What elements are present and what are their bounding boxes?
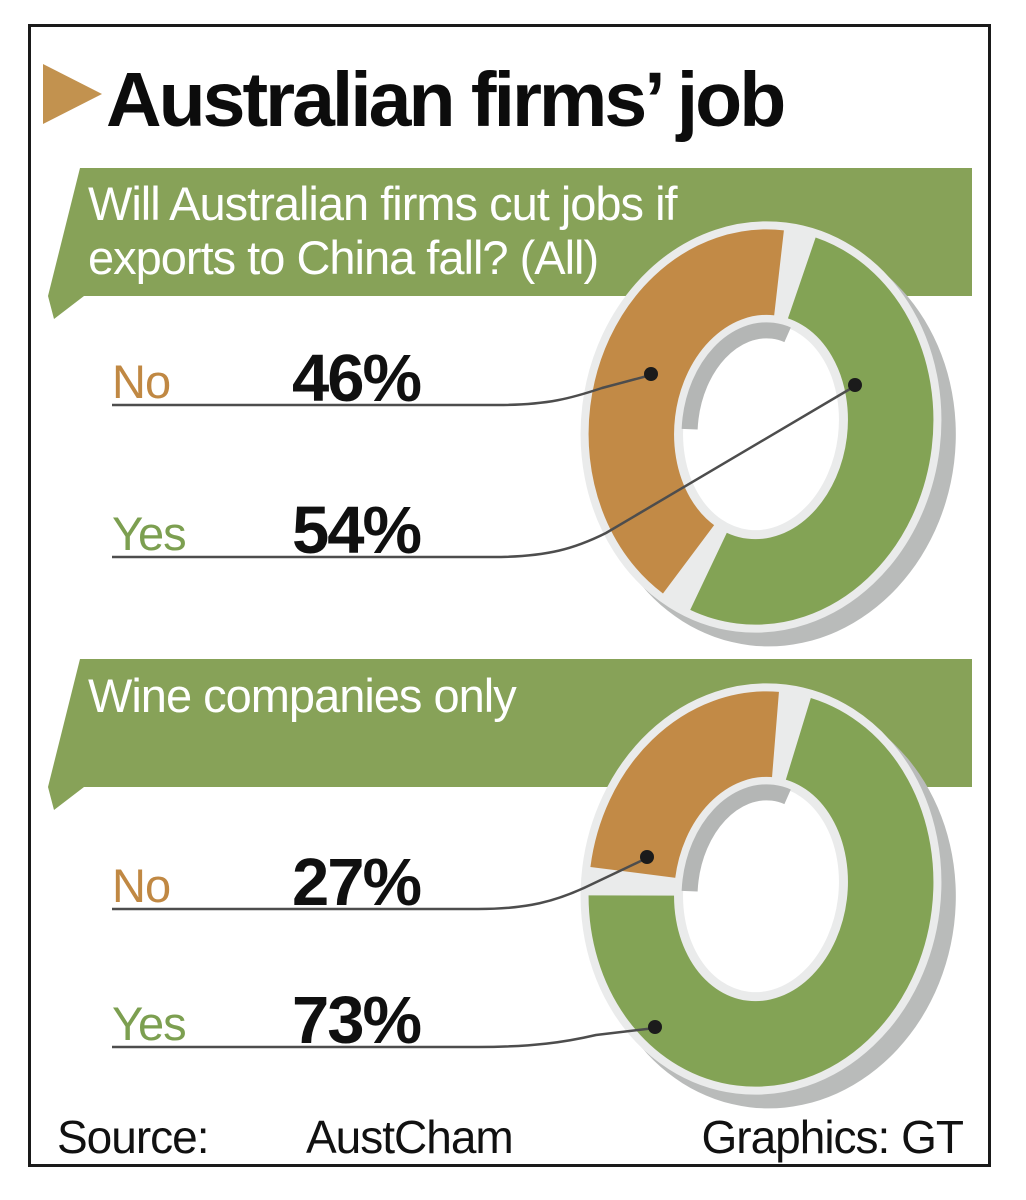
chart2-no-value: 27% bbox=[292, 845, 422, 920]
chart1-no-label: No bbox=[112, 355, 171, 408]
donut-segment-no bbox=[588, 229, 934, 625]
donut-chart-wine bbox=[580, 683, 956, 1109]
source-label: Source: bbox=[57, 1111, 210, 1163]
donut-hole bbox=[680, 783, 842, 995]
graphics-credit: Graphics: GT bbox=[701, 1111, 964, 1163]
leader-line-wine-no bbox=[112, 856, 648, 911]
leader-line-wine-yes bbox=[112, 1026, 656, 1049]
donut-inner-wall bbox=[681, 322, 841, 532]
donut-hole-rim bbox=[674, 314, 848, 540]
chart1-yes-value: 54% bbox=[292, 493, 422, 568]
leader-dot-all-no bbox=[644, 367, 658, 381]
donut-inner-wall bbox=[681, 784, 841, 994]
chart1-yes-label: Yes bbox=[112, 507, 187, 560]
donut-hole-rim bbox=[674, 776, 848, 1002]
donut-chart-all bbox=[580, 221, 956, 647]
donut-segment-yes bbox=[588, 691, 934, 1087]
title-marker-triangle-icon bbox=[43, 64, 102, 124]
leader-dot-wine-yes bbox=[648, 1020, 662, 1034]
source-value: AustCham bbox=[306, 1111, 514, 1163]
chart1-title-line2: exports to China fall? (All) bbox=[88, 231, 599, 284]
leader-dot-all-yes bbox=[848, 378, 862, 392]
chart2-yes-value: 73% bbox=[292, 983, 422, 1058]
page-title: Australian firms’ job bbox=[106, 57, 786, 143]
leader-dot-wine-no bbox=[640, 850, 654, 864]
donut-segment-yes bbox=[588, 229, 934, 625]
chart1-title-line1: Will Australian firms cut jobs if bbox=[88, 177, 678, 230]
chart2-no-label: No bbox=[112, 859, 171, 912]
chart1-no-value: 46% bbox=[292, 341, 422, 416]
chart2-title-line1: Wine companies only bbox=[88, 669, 517, 722]
chart2-yes-label: Yes bbox=[112, 997, 187, 1050]
leader-line-all-no bbox=[112, 373, 652, 407]
leader-line-all-yes bbox=[112, 384, 856, 559]
donut-hole bbox=[680, 321, 842, 533]
